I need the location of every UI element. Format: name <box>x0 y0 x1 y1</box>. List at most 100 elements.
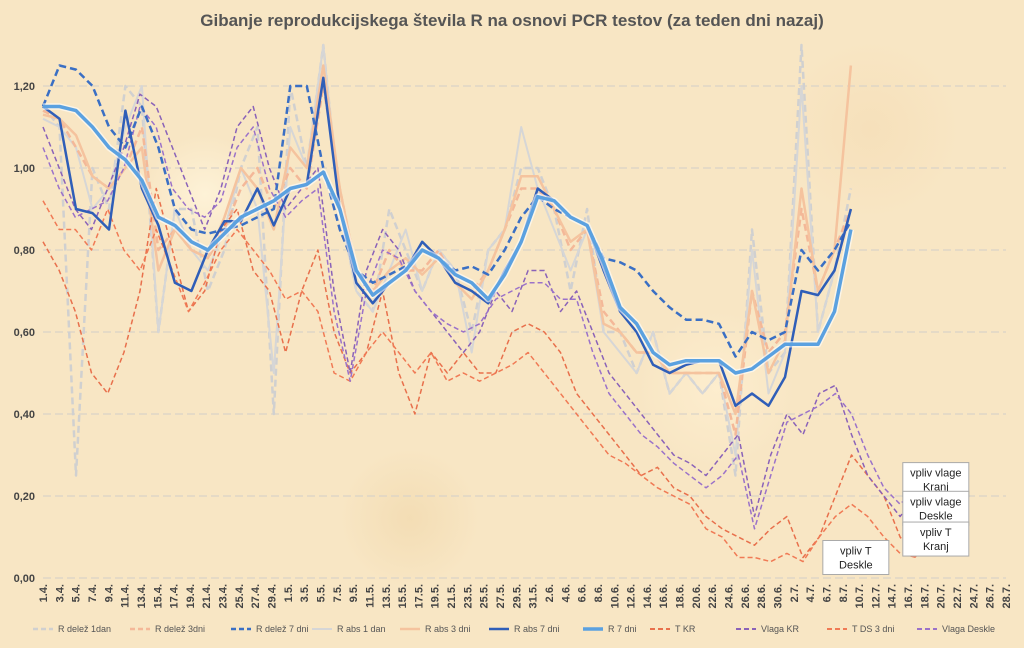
annotation-text: vpliv T <box>920 527 952 539</box>
legend-label: R delež 3dni <box>155 624 205 634</box>
x-tick-label: 8.7. <box>838 584 850 602</box>
y-tick-label: 0,80 <box>14 245 35 257</box>
x-tick-label: 27.5. <box>495 584 507 608</box>
x-tick-label: 20.6. <box>691 584 703 608</box>
x-tick-label: 27.4. <box>250 584 262 608</box>
x-tick-label: 17.4. <box>169 584 181 608</box>
x-tick-label: 2.6. <box>544 584 556 602</box>
series-line <box>42 200 917 563</box>
x-tick-label: 28.6. <box>756 584 768 608</box>
x-tick-label: 13.5. <box>381 584 393 608</box>
legend-label: Vlaga KR <box>761 624 800 634</box>
x-tick-label: 10.7. <box>854 584 866 608</box>
y-tick-label: 1,20 <box>14 81 35 93</box>
y-axis-ticks: 0,00 0,20 0,40 0,60 0,80 1,00 1,20 <box>14 81 35 585</box>
y-tick-label: 1,00 <box>14 163 35 175</box>
legend-label: R abs 3 dni <box>425 624 471 634</box>
series-line <box>42 93 917 518</box>
legend-label: R abs 7 dni <box>514 624 560 634</box>
x-tick-label: 15.5. <box>397 584 409 608</box>
x-tick-label: 1.5. <box>283 584 295 602</box>
x-tick-label: 26.7. <box>985 584 997 608</box>
annotation-text: Deskle <box>919 510 953 522</box>
x-tick-label: 2.7. <box>789 584 801 602</box>
x-tick-label: 22.7. <box>952 584 964 608</box>
x-tick-label: 24.6. <box>724 584 736 608</box>
x-tick-label: 21.4. <box>201 584 213 608</box>
legend-label: R abs 1 dan <box>337 624 386 634</box>
legend-label: R delež 1dan <box>58 624 111 634</box>
x-tick-label: 20.7. <box>936 584 948 608</box>
x-tick-label: 23.5. <box>462 584 474 608</box>
x-tick-label: 12.6. <box>626 584 638 608</box>
annotation-text: Kranj <box>923 541 949 553</box>
y-tick-label: 0,60 <box>14 327 35 339</box>
legend-label: R 7 dni <box>608 624 637 634</box>
x-tick-label: 25.5. <box>479 584 491 608</box>
y-tick-label: 0,00 <box>14 573 35 585</box>
x-tick-label: 19.5. <box>430 584 442 608</box>
series-line-halo <box>43 103 855 377</box>
chart-title: Gibanje reprodukcijskega števila R na os… <box>200 11 824 30</box>
series-lines <box>41 43 917 563</box>
x-tick-label: 13.4. <box>136 584 148 608</box>
x-tick-label: 8.6. <box>593 584 605 602</box>
x-tick-label: 28.7. <box>1001 584 1013 608</box>
x-tick-label: 17.5. <box>413 584 425 608</box>
x-tick-label: 3.5. <box>299 584 311 602</box>
x-tick-label: 15.4. <box>152 584 164 608</box>
x-tick-label: 6.7. <box>821 584 833 602</box>
x-tick-label: 4.7. <box>805 584 817 602</box>
x-tick-label: 9.5. <box>348 584 360 602</box>
x-tick-label: 18.6. <box>675 584 687 608</box>
annotation-box <box>902 490 970 526</box>
x-tick-label: 18.7. <box>919 584 931 608</box>
grid <box>43 85 1006 579</box>
x-axis-ticks: 1.4. 3.4. 5.4. 7.4. 9.4. 11.4. 13.4. 15.4. 17.4.… <box>38 584 1013 608</box>
annotation-text: Deskle <box>839 560 873 572</box>
x-tick-label: 29.4. <box>267 584 279 608</box>
x-tick-label: 25.4. <box>234 584 246 608</box>
x-tick-label: 21.5. <box>446 584 458 608</box>
x-tick-label: 16.6. <box>658 584 670 608</box>
x-tick-label: 9.4. <box>103 584 115 602</box>
legend-label: T DS 3 dni <box>852 624 894 634</box>
series-line <box>42 44 852 456</box>
series-line <box>42 105 917 530</box>
x-tick-label: 24.7. <box>968 584 980 608</box>
legend: R delež 1dan R delež 3dni R delež 7 dni R a… <box>33 624 995 634</box>
x-tick-label: 14.6. <box>642 584 654 608</box>
y-tick-label: 0,40 <box>14 409 35 421</box>
series-line <box>42 64 853 416</box>
x-tick-label: 19.4. <box>185 584 197 608</box>
x-tick-label: 29.5. <box>511 584 523 608</box>
annotation-text: Kranj <box>923 482 949 494</box>
x-tick-label: 3.4. <box>54 584 66 602</box>
x-tick-label: 10.6. <box>609 584 621 608</box>
series-line <box>41 64 852 358</box>
x-tick-label: 5.4. <box>71 584 83 602</box>
x-tick-label: 16.7. <box>903 584 915 608</box>
x-tick-label: 14.7. <box>887 584 899 608</box>
y-tick-label: 0,20 <box>14 491 35 503</box>
x-tick-label: 12.7. <box>870 584 882 608</box>
x-tick-label: 6.6. <box>577 584 589 602</box>
legend-label: R delež 7 dni <box>256 624 309 634</box>
x-tick-label: 22.6. <box>707 584 719 608</box>
annotation-box <box>822 540 890 575</box>
legend-label: Vlaga Deskle <box>942 624 995 634</box>
legend-label: T KR <box>675 624 696 634</box>
x-tick-label: 30.6. <box>772 584 784 608</box>
annotation-text: vpliv vlage <box>910 496 961 508</box>
x-tick-label: 7.5. <box>332 584 344 602</box>
x-tick-label: 26.6. <box>740 584 752 608</box>
annotation-box <box>902 521 970 557</box>
x-tick-label: 23.4. <box>218 584 230 608</box>
x-tick-label: 11.4. <box>120 584 132 608</box>
x-tick-label: 5.5. <box>315 584 327 602</box>
x-tick-label: 7.4. <box>87 584 99 602</box>
x-tick-label: 1.4. <box>38 584 50 602</box>
x-tick-label: 4.6. <box>560 584 572 602</box>
